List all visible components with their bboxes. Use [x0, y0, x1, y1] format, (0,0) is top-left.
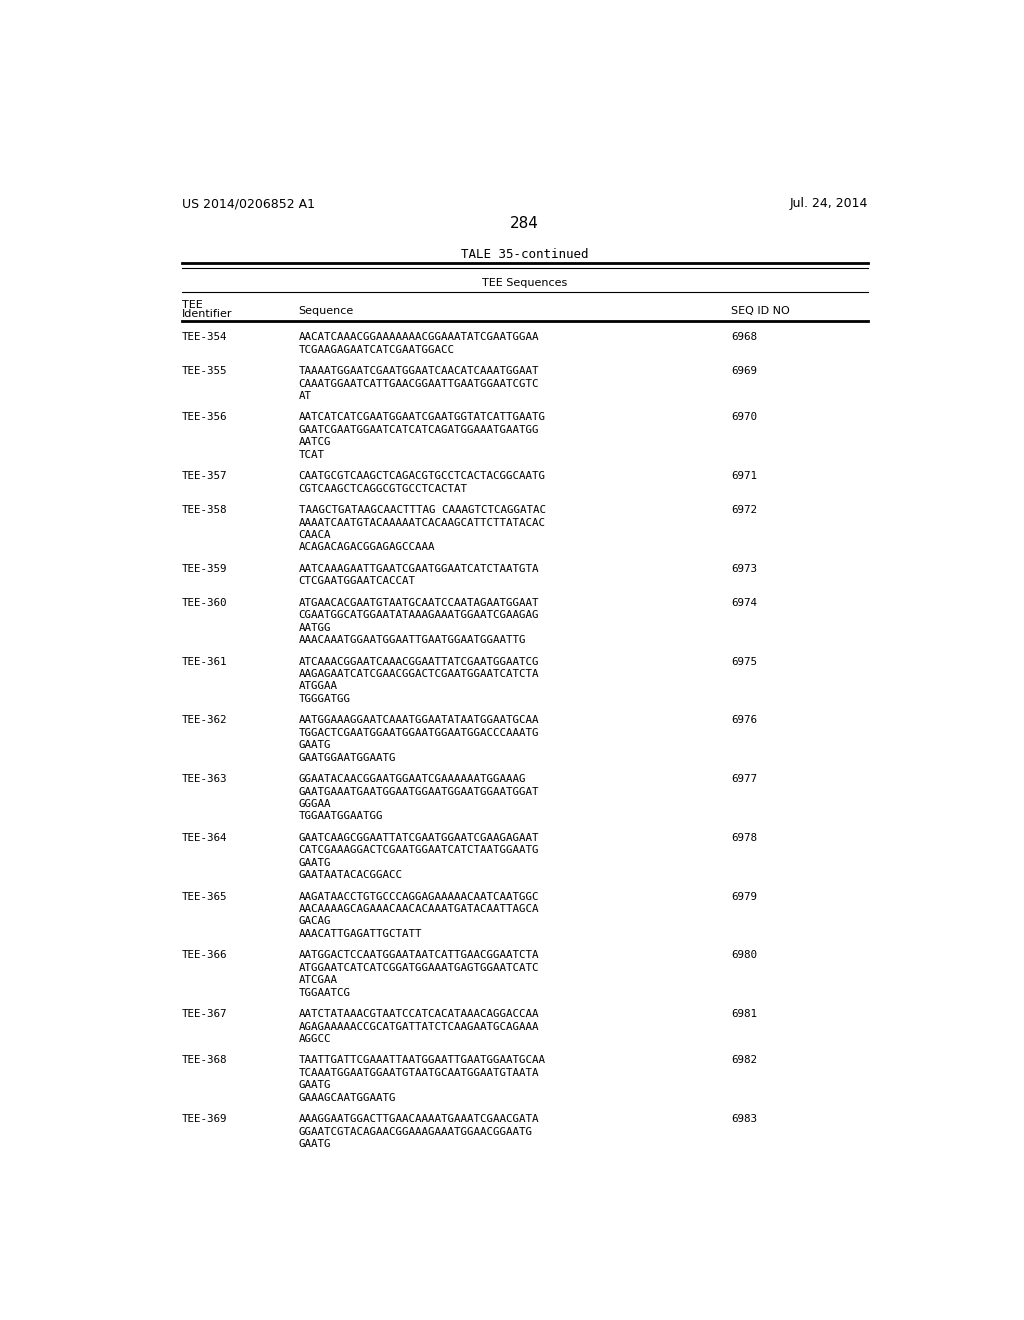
Text: TEE-357: TEE-357	[182, 471, 227, 482]
Text: CAACA: CAACA	[299, 531, 331, 540]
Text: AATCTATAAACGTAATCCATCACATAAACAGGACCAA: AATCTATAAACGTAATCCATCACATAAACAGGACCAA	[299, 1008, 539, 1019]
Text: SEQ ID NO: SEQ ID NO	[731, 306, 790, 315]
Text: AGGCC: AGGCC	[299, 1034, 331, 1044]
Text: TEE-366: TEE-366	[182, 950, 227, 961]
Text: ATCGAA: ATCGAA	[299, 975, 338, 985]
Text: TEE-367: TEE-367	[182, 1008, 227, 1019]
Text: TEE-363: TEE-363	[182, 774, 227, 784]
Text: AATCATCATCGAATGGAATCGAATGGTATCATTGAATG: AATCATCATCGAATGGAATCGAATGGTATCATTGAATG	[299, 412, 546, 422]
Text: TCAT: TCAT	[299, 450, 325, 459]
Text: TEE-359: TEE-359	[182, 564, 227, 574]
Text: TEE: TEE	[182, 300, 203, 310]
Text: 6973: 6973	[731, 564, 757, 574]
Text: CATCGAAAGGACTCGAATGGAATCATCTAATGGAATG: CATCGAAAGGACTCGAATGGAATCATCTAATGGAATG	[299, 845, 539, 855]
Text: TCGAAGAGAATCATCGAATGGACC: TCGAAGAGAATCATCGAATGGACC	[299, 345, 455, 355]
Text: AACATCAAACGGAAAAAAACGGAAATATCGAATGGAA: AACATCAAACGGAAAAAAACGGAAATATCGAATGGAA	[299, 333, 539, 342]
Text: US 2014/0206852 A1: US 2014/0206852 A1	[182, 197, 315, 210]
Text: AATGGACTCCAATGGAATAATCATTGAACGGAATCTA: AATGGACTCCAATGGAATAATCATTGAACGGAATCTA	[299, 950, 539, 961]
Text: 6975: 6975	[731, 656, 757, 667]
Text: AAGATAACCTGTGCCCAGGAGAAAAACAATCAATGGC: AAGATAACCTGTGCCCAGGAGAAAAACAATCAATGGC	[299, 891, 539, 902]
Text: AGAGAAAAACCGCATGATTATCTCAAGAATGCAGAAA: AGAGAAAAACCGCATGATTATCTCAAGAATGCAGAAA	[299, 1022, 539, 1031]
Text: TEE-361: TEE-361	[182, 656, 227, 667]
Text: TEE-358: TEE-358	[182, 506, 227, 515]
Text: 6980: 6980	[731, 950, 757, 961]
Text: 284: 284	[510, 216, 540, 231]
Text: ATGGAA: ATGGAA	[299, 681, 338, 692]
Text: AATGGAAAGGAATCAAATGGAATATAATGGAATGCAA: AATGGAAAGGAATCAAATGGAATATAATGGAATGCAA	[299, 715, 539, 726]
Text: 6983: 6983	[731, 1114, 757, 1125]
Text: TEE-355: TEE-355	[182, 366, 227, 376]
Text: GGAATACAACGGAATGGAATCGAAAAAATGGAAAG: GGAATACAACGGAATGGAATCGAAAAAATGGAAAG	[299, 774, 526, 784]
Text: TEE-362: TEE-362	[182, 715, 227, 726]
Text: GAATCGAATGGAATCATCATCAGATGGAAATGAATGG: GAATCGAATGGAATCATCATCAGATGGAAATGAATGG	[299, 425, 539, 434]
Text: GACAG: GACAG	[299, 916, 331, 927]
Text: 6977: 6977	[731, 774, 757, 784]
Text: AAAGGAATGGACTTGAACAAAATGAAATCGAACGATA: AAAGGAATGGACTTGAACAAAATGAAATCGAACGATA	[299, 1114, 539, 1125]
Text: AAACAAATGGAATGGAATTGAATGGAATGGAATTG: AAACAAATGGAATGGAATTGAATGGAATGGAATTG	[299, 635, 526, 645]
Text: TGGAATCG: TGGAATCG	[299, 987, 350, 998]
Text: 6978: 6978	[731, 833, 757, 843]
Text: ATGAACACGAATGTAATGCAATCCAATAGAATGGAAT: ATGAACACGAATGTAATGCAATCCAATAGAATGGAAT	[299, 598, 539, 609]
Text: TEE-365: TEE-365	[182, 891, 227, 902]
Text: AT: AT	[299, 391, 311, 401]
Text: TGGGATGG: TGGGATGG	[299, 694, 350, 704]
Text: TGGAATGGAATGG: TGGAATGGAATGG	[299, 812, 383, 821]
Text: TAAGCTGATAAGCAACTTTAG CAAAGTCTCAGGATAC: TAAGCTGATAAGCAACTTTAG CAAAGTCTCAGGATAC	[299, 506, 546, 515]
Text: 6974: 6974	[731, 598, 757, 609]
Text: TEE-356: TEE-356	[182, 412, 227, 422]
Text: GAATG: GAATG	[299, 1080, 331, 1090]
Text: TEE-364: TEE-364	[182, 833, 227, 843]
Text: AAAATCAATGTACAAAAATCACAAGCATTCTTATACAC: AAAATCAATGTACAAAAATCACAAGCATTCTTATACAC	[299, 517, 546, 528]
Text: TEE-369: TEE-369	[182, 1114, 227, 1125]
Text: TALE 35-continued: TALE 35-continued	[461, 248, 589, 261]
Text: CAAATGGAATCATTGAACGGAATTGAATGGAATCGTC: CAAATGGAATCATTGAACGGAATTGAATGGAATCGTC	[299, 379, 539, 388]
Text: GAATAATACACGGACC: GAATAATACACGGACC	[299, 870, 402, 880]
Text: Sequence: Sequence	[299, 306, 354, 315]
Text: 6976: 6976	[731, 715, 757, 726]
Text: TEE Sequences: TEE Sequences	[482, 279, 567, 288]
Text: TGGACTCGAATGGAATGGAATGGAATGGACCCAAATG: TGGACTCGAATGGAATGGAATGGAATGGACCCAAATG	[299, 727, 539, 738]
Text: TAAAATGGAATCGAATGGAATCAACATCAAATGGAAT: TAAAATGGAATCGAATGGAATCAACATCAAATGGAAT	[299, 366, 539, 376]
Text: TEE-354: TEE-354	[182, 333, 227, 342]
Text: AAACATTGAGATTGCTATT: AAACATTGAGATTGCTATT	[299, 929, 422, 939]
Text: GAATG: GAATG	[299, 1139, 331, 1148]
Text: TEE-368: TEE-368	[182, 1056, 227, 1065]
Text: TCAAATGGAATGGAATGTAATGCAATGGAATGTAATA: TCAAATGGAATGGAATGTAATGCAATGGAATGTAATA	[299, 1068, 539, 1078]
Text: 6969: 6969	[731, 366, 757, 376]
Text: 6972: 6972	[731, 506, 757, 515]
Text: 6979: 6979	[731, 891, 757, 902]
Text: 6968: 6968	[731, 333, 757, 342]
Text: TAATTGATTCGAAATTAATGGAATTGAATGGAATGCAA: TAATTGATTCGAAATTAATGGAATTGAATGGAATGCAA	[299, 1056, 546, 1065]
Text: GAATG: GAATG	[299, 858, 331, 867]
Text: 6982: 6982	[731, 1056, 757, 1065]
Text: GAAAGCAATGGAATG: GAAAGCAATGGAATG	[299, 1093, 396, 1102]
Text: 6981: 6981	[731, 1008, 757, 1019]
Text: AATCG: AATCG	[299, 437, 331, 447]
Text: CAATGCGTCAAGCTCAGACGTGCCTCACTACGGCAATG: CAATGCGTCAAGCTCAGACGTGCCTCACTACGGCAATG	[299, 471, 546, 482]
Text: ATCAAACGGAATCAAACGGAATTATCGAATGGAATCG: ATCAAACGGAATCAAACGGAATTATCGAATGGAATCG	[299, 656, 539, 667]
Text: ATGGAATCATCATCGGATGGAAATGAGTGGAATCATC: ATGGAATCATCATCGGATGGAAATGAGTGGAATCATC	[299, 962, 539, 973]
Text: AATGG: AATGG	[299, 623, 331, 632]
Text: GGGAA: GGGAA	[299, 799, 331, 809]
Text: GGAATCGTACAGAACGGAAAGAAATGGAACGGAATG: GGAATCGTACAGAACGGAAAGAAATGGAACGGAATG	[299, 1127, 532, 1137]
Text: GAATGGAATGGAATG: GAATGGAATGGAATG	[299, 752, 396, 763]
Text: TEE-360: TEE-360	[182, 598, 227, 609]
Text: 6971: 6971	[731, 471, 757, 482]
Text: GAATG: GAATG	[299, 741, 331, 750]
Text: AATCAAAGAATTGAATCGAATGGAATCATCTAATGTA: AATCAAAGAATTGAATCGAATGGAATCATCTAATGTA	[299, 564, 539, 574]
Text: CGAATGGCATGGAATATAAAGAAATGGAATCGAAGAG: CGAATGGCATGGAATATAAAGAAATGGAATCGAAGAG	[299, 610, 539, 620]
Text: 6970: 6970	[731, 412, 757, 422]
Text: CTCGAATGGAATCACCAT: CTCGAATGGAATCACCAT	[299, 577, 416, 586]
Text: Jul. 24, 2014: Jul. 24, 2014	[790, 197, 867, 210]
Text: AAGAGAATCATCGAACGGACTCGAATGGAATCATCTA: AAGAGAATCATCGAACGGACTCGAATGGAATCATCTA	[299, 669, 539, 678]
Text: CGTCAAGCTCAGGCGTGCCTCACTAT: CGTCAAGCTCAGGCGTGCCTCACTAT	[299, 483, 468, 494]
Text: Identifier: Identifier	[182, 309, 232, 319]
Text: ACAGACAGACGGAGAGCCAAA: ACAGACAGACGGAGAGCCAAA	[299, 543, 435, 552]
Text: GAATGAAATGAATGGAATGGAATGGAATGGAATGGAT: GAATGAAATGAATGGAATGGAATGGAATGGAATGGAT	[299, 787, 539, 796]
Text: AACAAAAGCAGAAACAACACAAATGATACAATTAGCA: AACAAAAGCAGAAACAACACAAATGATACAATTAGCA	[299, 904, 539, 913]
Text: GAATCAAGCGGAATTATCGAATGGAATCGAAGAGAAT: GAATCAAGCGGAATTATCGAATGGAATCGAAGAGAAT	[299, 833, 539, 843]
